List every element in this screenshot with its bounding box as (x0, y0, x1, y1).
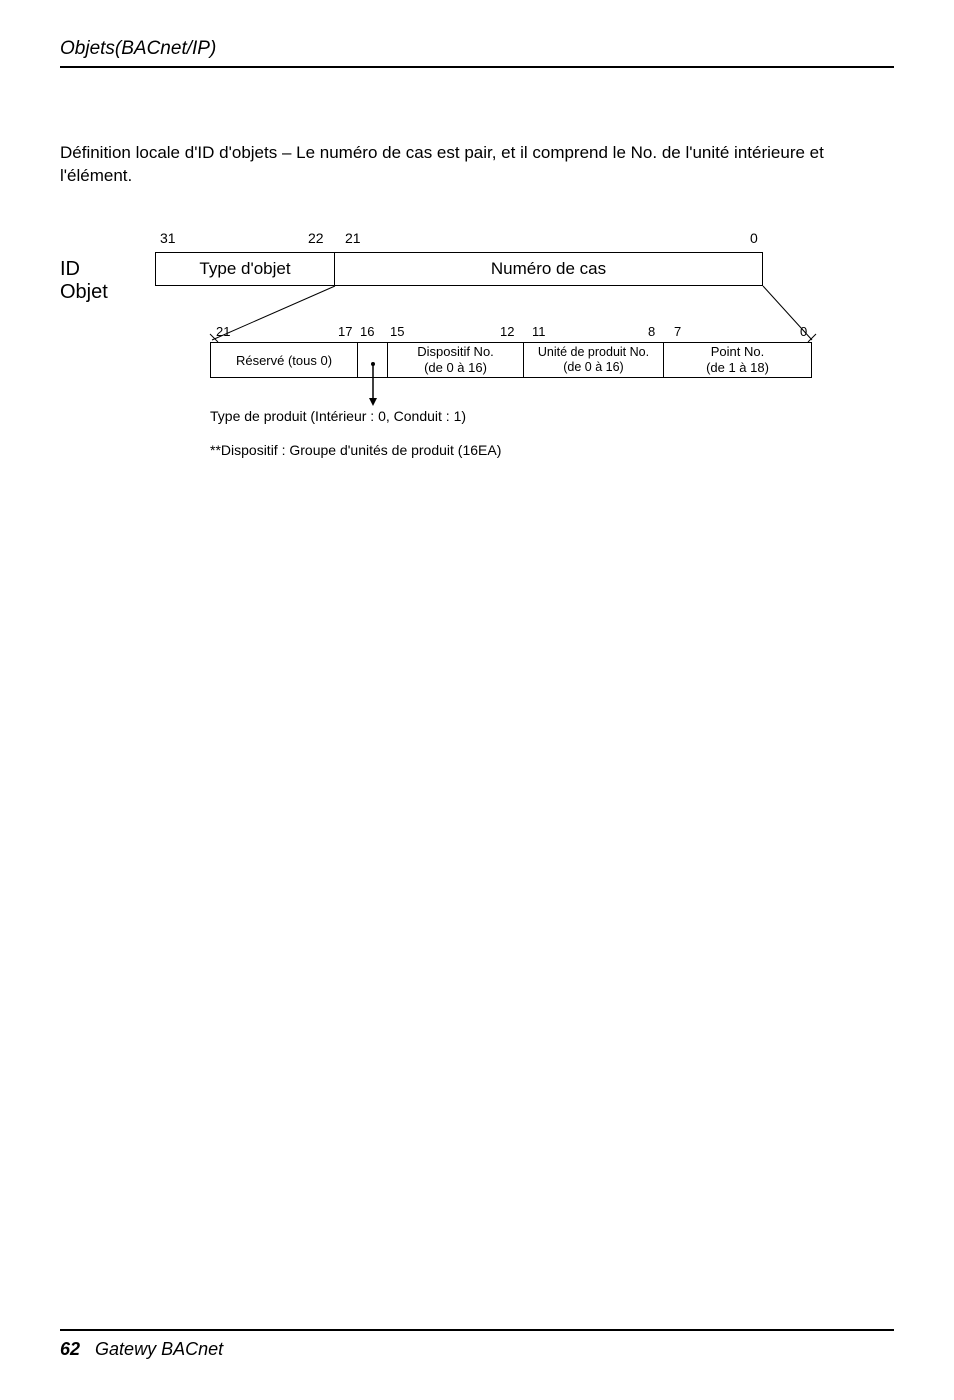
unite-l2: (de 0 à 16) (563, 360, 623, 375)
bit-bot-21: 21 (216, 324, 230, 339)
id-objet-label: ID Objet (60, 258, 108, 304)
box-numero-cas: Numéro de cas (335, 252, 763, 286)
bit-bot-17: 17 (338, 324, 352, 339)
object-id-diagram: 31 22 21 0 ID Objet Type d'objet Numéro … (60, 230, 880, 470)
bit-bot-7: 7 (674, 324, 681, 339)
bit-bot-15: 15 (390, 324, 404, 339)
box-type-objet: Type d'objet (155, 252, 335, 286)
page-header: Objets(BACnet/IP) (60, 38, 894, 68)
box-reserve: Réservé (tous 0) (210, 342, 358, 378)
bit-label-0: 0 (750, 230, 758, 246)
footer-title: Gatewy BACnet (95, 1339, 223, 1359)
bit-bot-11: 11 (532, 324, 546, 339)
bit-bot-16: 16 (360, 324, 374, 339)
type-objet-text: Type d'objet (199, 259, 290, 279)
bit-bot-0: 0 (800, 324, 807, 339)
box-point-no: Point No. (de 1 à 18) (664, 342, 812, 378)
unite-l1: Unité de produit No. (538, 345, 649, 360)
page-footer: 62 Gatewy BACnet (60, 1329, 894, 1360)
box-unite-produit: Unité de produit No. (de 0 à 16) (524, 342, 664, 378)
bit-numbers-top: 31 22 21 0 (60, 230, 880, 250)
box-dispositif: Dispositif No. (de 0 à 16) (388, 342, 524, 378)
numero-cas-text: Numéro de cas (491, 259, 606, 279)
header-rule (60, 66, 894, 68)
footer-text: 62 Gatewy BACnet (60, 1339, 894, 1360)
point-l2: (de 1 à 18) (706, 360, 769, 376)
bit-label-31: 31 (160, 230, 176, 246)
point-l1: Point No. (711, 344, 764, 360)
body-paragraph: Définition locale d'ID d'objets – Le num… (60, 142, 894, 188)
type-produit-caption: Type de produit (Intérieur : 0, Conduit … (210, 408, 466, 424)
box-product-type-bit (358, 342, 388, 378)
bit-bot-8: 8 (648, 324, 655, 339)
dispositif-l1: Dispositif No. (417, 344, 494, 360)
dispositif-footnote: **Dispositif : Groupe d'unités de produi… (210, 442, 501, 458)
bit-label-21: 21 (345, 230, 361, 246)
dispositif-l2: (de 0 à 16) (424, 360, 487, 376)
reserve-text: Réservé (tous 0) (236, 353, 332, 368)
bit-bot-12: 12 (500, 324, 514, 339)
footer-rule (60, 1329, 894, 1331)
header-title: Objets(BACnet/IP) (60, 38, 894, 66)
bit-numbers-bottom: 21 17 16 15 12 11 8 7 0 (60, 324, 880, 342)
bit-label-22: 22 (308, 230, 324, 246)
page-number: 62 (60, 1339, 80, 1359)
